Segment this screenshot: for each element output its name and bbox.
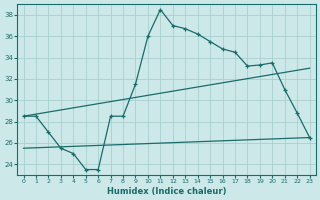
X-axis label: Humidex (Indice chaleur): Humidex (Indice chaleur) <box>107 187 226 196</box>
